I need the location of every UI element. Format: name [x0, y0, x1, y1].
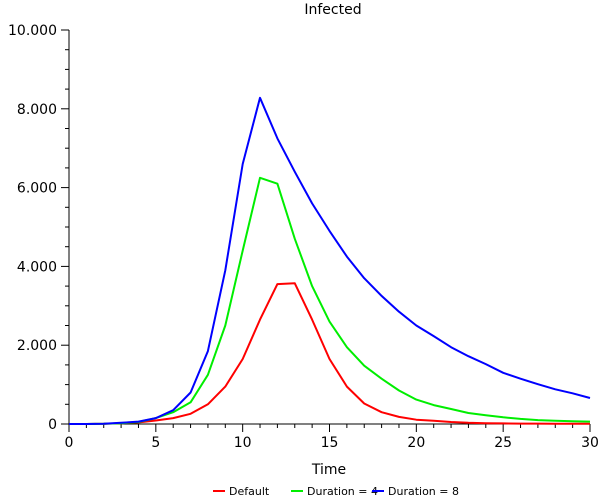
- x-tick-label: 15: [321, 435, 339, 451]
- x-tick-label: 5: [151, 435, 160, 451]
- series-line-duration-8: [69, 96, 591, 425]
- x-tick-label: 10: [234, 435, 252, 451]
- x-tick-label: 25: [494, 435, 512, 451]
- legend: Default Duration = 4 Duration = 8: [213, 485, 459, 498]
- y-tick-label: 2.000: [17, 338, 57, 354]
- x-tick-label: 20: [407, 435, 425, 451]
- axes: 0 2.000 4.000 6.000 8.000 10.000 0 5 10 15 20 25 30: [8, 23, 599, 451]
- y-tick-label: 0: [48, 417, 57, 433]
- y-tick-label: 10.000: [8, 23, 57, 39]
- series-line-default: [69, 282, 590, 425]
- legend-label-duration-8: Duration = 8: [388, 485, 459, 498]
- chart-title: Infected: [304, 2, 361, 18]
- y-tick-label: 4.000: [17, 259, 57, 275]
- legend-label-default: Default: [229, 485, 270, 498]
- series-line-duration-4: [69, 176, 591, 425]
- x-tick-label: 0: [65, 435, 74, 451]
- y-tick-label: 8.000: [17, 102, 57, 118]
- x-tick-label: 30: [581, 435, 599, 451]
- series-lines: [69, 96, 591, 425]
- legend-label-duration-4: Duration = 4: [307, 485, 378, 498]
- y-tick-label: 6.000: [17, 181, 57, 197]
- x-axis-label: Time: [311, 462, 346, 478]
